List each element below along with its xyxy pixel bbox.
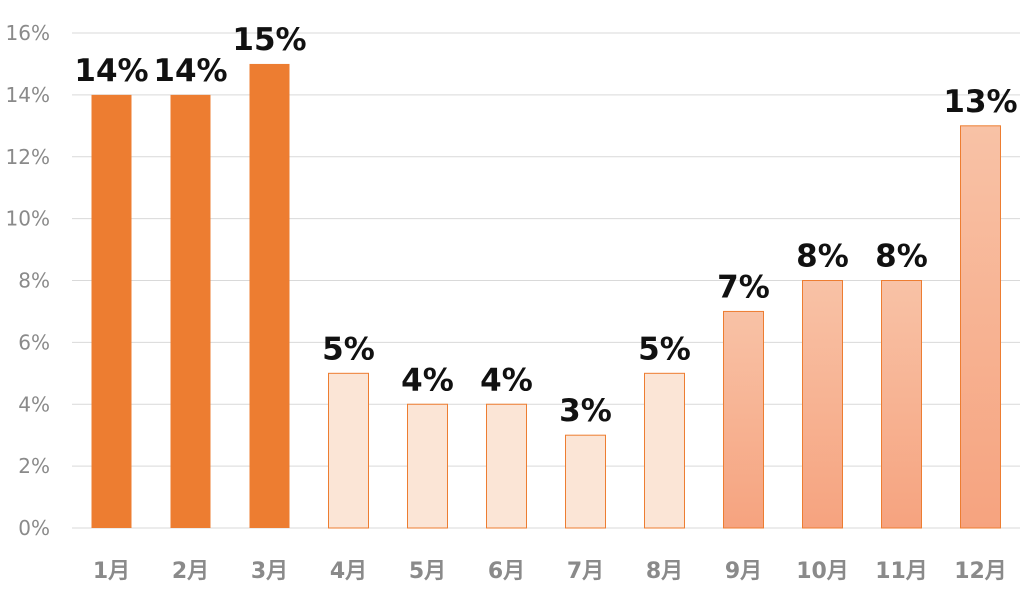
bars <box>91 63 1001 529</box>
y-tick-label: 14% <box>6 83 50 107</box>
bar-1 <box>91 94 132 528</box>
data-label: 4% <box>401 362 454 398</box>
y-tick-label: 8% <box>18 269 50 293</box>
y-tick-label: 12% <box>6 145 50 169</box>
bar-6 <box>486 403 527 529</box>
bar-8 <box>644 372 685 529</box>
x-tick-label: 12月 <box>954 559 1007 584</box>
y-tick-label: 6% <box>18 330 50 354</box>
bar-11 <box>881 280 922 529</box>
x-tick-label: 6月 <box>488 559 525 584</box>
data-label: 13% <box>943 84 1017 120</box>
x-tick-label: 7月 <box>567 559 604 584</box>
data-labels: 14% 14%15%5%4% 4%3%5%7%8% 8%13% <box>74 22 1017 429</box>
x-tick-label: 4月 <box>330 559 367 584</box>
data-label: 8% <box>875 239 928 275</box>
x-tick-label: 2月 <box>172 559 209 584</box>
x-tick-label: 11月 <box>875 559 928 584</box>
bar-4 <box>328 372 369 529</box>
x-axis-ticks: 1月 2月 3月 4月 5月 6月 7月 8月 9月 10月 11月 12月 <box>93 559 1007 584</box>
y-tick-label: 10% <box>6 207 50 231</box>
x-tick-label: 10月 <box>796 559 849 584</box>
x-tick-label: 8月 <box>646 559 683 584</box>
bar-10 <box>802 280 843 529</box>
data-label: 7% <box>717 269 770 305</box>
x-tick-label: 9月 <box>725 559 762 584</box>
data-label: 8% <box>796 239 849 275</box>
x-tick-label: 5月 <box>409 559 446 584</box>
bar-5 <box>407 403 448 529</box>
bar-2 <box>170 94 211 528</box>
data-label: 14% <box>153 53 227 89</box>
x-tick-label: 1月 <box>93 559 130 584</box>
y-tick-label: 0% <box>18 516 50 540</box>
data-label: 15% <box>232 22 306 58</box>
data-label: 3% <box>559 393 612 429</box>
y-axis-ticks: 0% 2% 4% 6% 8% 10% 12% 14% 16% <box>6 21 50 540</box>
data-label: 4% <box>480 362 533 398</box>
data-label: 14% <box>74 53 148 89</box>
bar-12 <box>960 125 1001 529</box>
bar-3 <box>249 63 290 528</box>
gridlines <box>72 32 1020 529</box>
data-label: 5% <box>322 331 375 367</box>
bar-9 <box>723 310 764 529</box>
y-tick-label: 4% <box>18 392 50 416</box>
y-tick-label: 16% <box>6 21 50 45</box>
y-tick-label: 2% <box>18 454 50 478</box>
x-tick-label: 3月 <box>251 559 288 584</box>
data-label: 5% <box>638 331 691 367</box>
bar-7 <box>565 434 606 529</box>
